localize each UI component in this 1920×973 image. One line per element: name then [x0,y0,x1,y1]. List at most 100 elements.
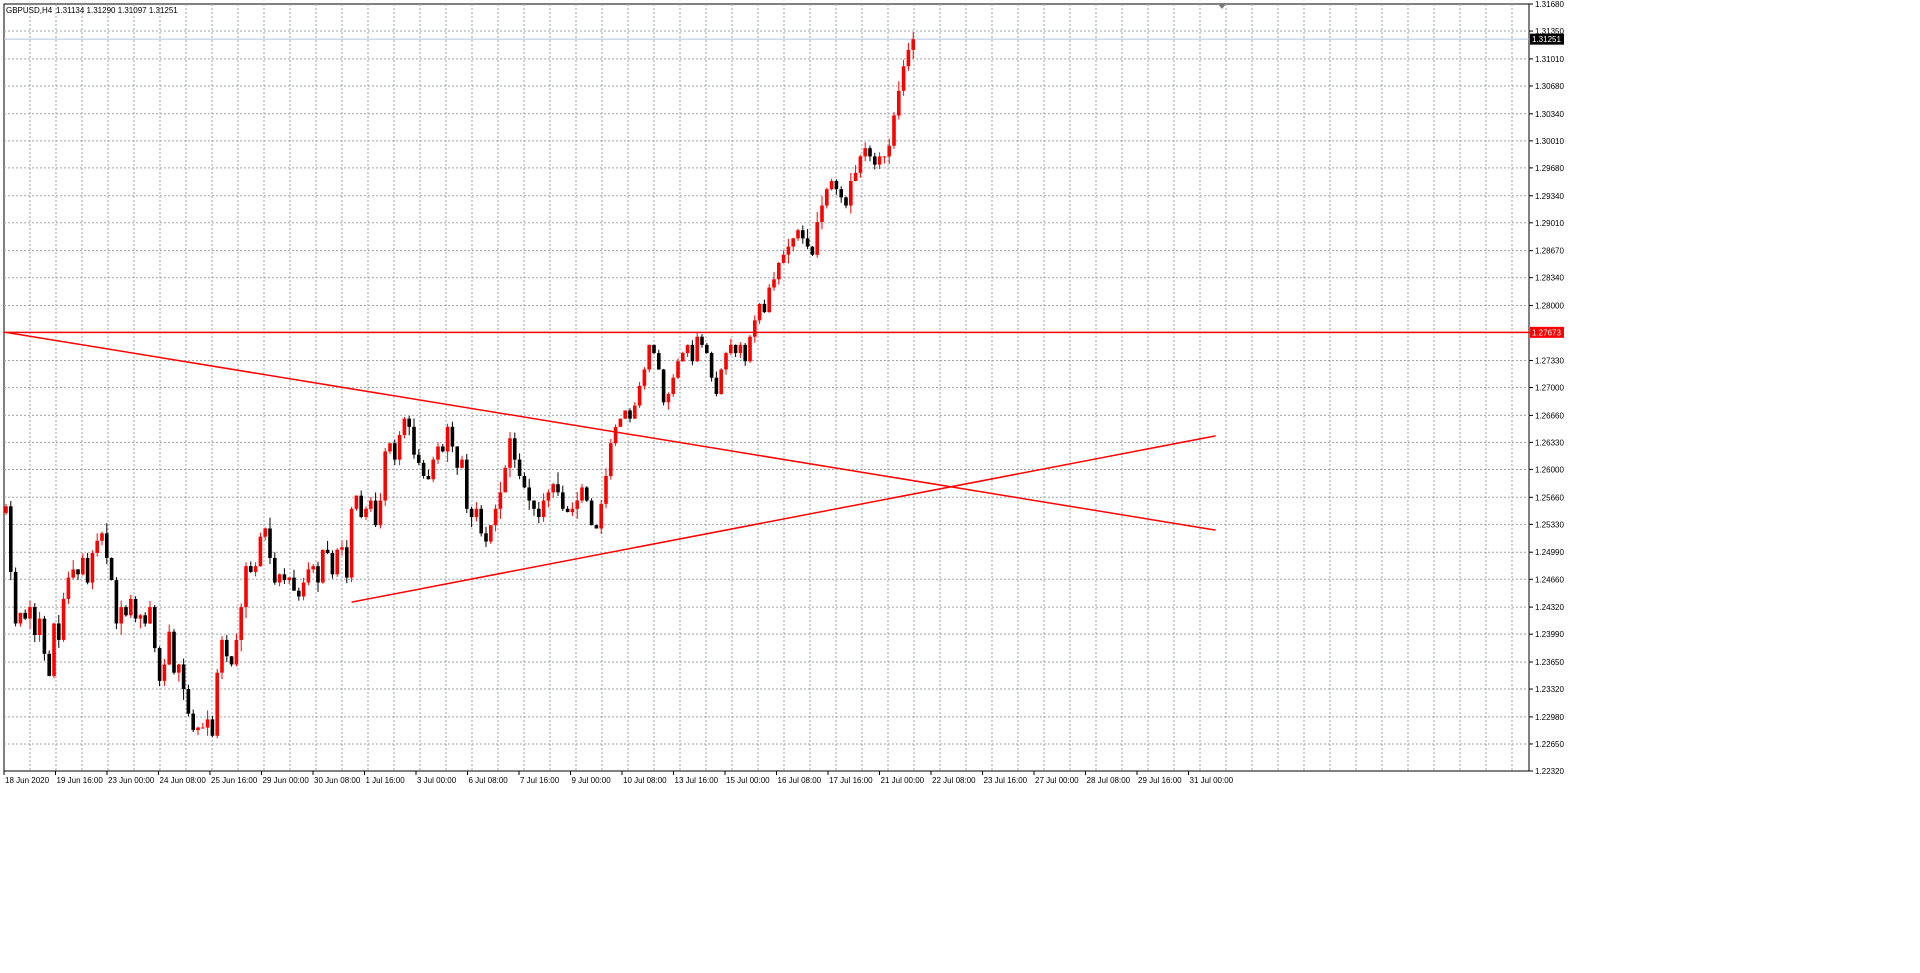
candle-body [858,156,863,173]
descending-trendline [5,331,1216,531]
candle-body [397,435,402,460]
candle-body [901,66,906,91]
candle-body [709,353,714,378]
candle-body [589,500,594,526]
candle-body [220,639,224,673]
candle-body [388,443,392,452]
time-tick-label: 7 Jul 16:00 [520,776,560,785]
time-tick-label: 16 Jul 08:00 [778,776,822,785]
candle-body [820,205,824,222]
candle-body [52,623,56,676]
ascending-trendline [351,435,1216,603]
candle-body [340,547,344,550]
candle-body [61,598,66,640]
candle-body [805,238,810,247]
time-tick-label: 1 Jul 16:00 [366,776,406,785]
candle-body [124,607,128,616]
candle-body [215,672,219,736]
candle-body [436,446,440,460]
price-tags: 1.27673 1.31251 [1530,33,1564,338]
candle-body [719,369,723,395]
candle-body [594,525,599,529]
candle-body [258,536,263,567]
candle-body [623,410,627,419]
price-tick-label: 1.29340 [1535,192,1564,201]
candle-body [580,487,584,501]
candle-body [801,230,805,239]
candle-body [373,500,378,526]
candle-body [705,344,709,354]
candle-body [681,353,685,362]
candle-body [868,148,872,157]
price-axis: 1.31680 1.31350 1.31010 1.30680 1.30340 1.300… [1529,0,1564,776]
candle-body [757,303,762,321]
candle-body [522,476,527,488]
candle-body [191,713,195,731]
candle-body [249,566,253,572]
candle-body [431,459,435,480]
candle-body [839,189,843,198]
candle-body [345,547,349,578]
candle-body [201,727,205,729]
candle-body [196,727,200,731]
price-tick-label: 1.25660 [1535,493,1564,502]
candle-body [85,557,90,583]
candle-body [186,689,191,714]
candle-body [537,508,541,517]
candle-body [676,361,680,378]
candle-body [162,664,167,681]
candle-body [364,508,368,517]
candle-body [311,566,315,570]
bid-price-tag: 1.31251 [1532,35,1561,44]
price-tick-label: 1.29010 [1535,219,1564,228]
price-tick-label: 1.24320 [1535,603,1564,612]
candle-body [575,500,579,509]
time-tick-label: 30 Jun 08:00 [314,776,361,785]
time-tick-label: 19 Jun 16:00 [57,776,104,785]
candle-body [33,607,37,635]
candle-body [489,525,493,542]
price-tick-label: 1.28000 [1535,302,1564,311]
shift-marker-icon[interactable] [1218,4,1226,9]
candle-body [652,344,656,354]
price-tick-label: 1.31680 [1535,0,1564,9]
candle-body [426,476,431,480]
price-tick-label: 1.30680 [1535,82,1564,91]
candle-body [503,467,507,493]
candle-body [613,426,618,444]
candle-body [100,533,104,541]
candle-body [335,549,339,575]
chart-border [3,3,1530,772]
candle-body [71,569,75,578]
price-tick-label: 1.30010 [1535,137,1564,146]
hline-price-tag-bg [1530,326,1564,338]
candle-body [292,577,296,591]
candle-body [349,508,354,578]
candle-body [330,553,335,575]
candle-body [23,612,27,619]
candle-body [772,279,776,288]
candle-body [287,577,291,581]
time-tick-label: 3 Jul 00:00 [417,776,457,785]
time-tick-label: 18 Jun 2020 [5,776,50,785]
candle-body [777,262,781,280]
candle-body [642,369,647,386]
candle-body [234,639,239,665]
candle-body [210,719,215,736]
candle-body [143,615,147,624]
candle-body [18,612,23,624]
candle-body [81,557,85,575]
candle-body [157,648,162,681]
candle-body [229,656,234,665]
price-tick-label: 1.30340 [1535,110,1564,119]
candle-body [556,484,560,493]
candle-body [148,607,152,624]
candle-body [268,528,272,558]
candle-body [325,549,330,554]
price-tick-label: 1.22650 [1535,740,1564,749]
candle-body [263,528,267,537]
candle-body [479,508,483,534]
candle-body [911,39,915,50]
